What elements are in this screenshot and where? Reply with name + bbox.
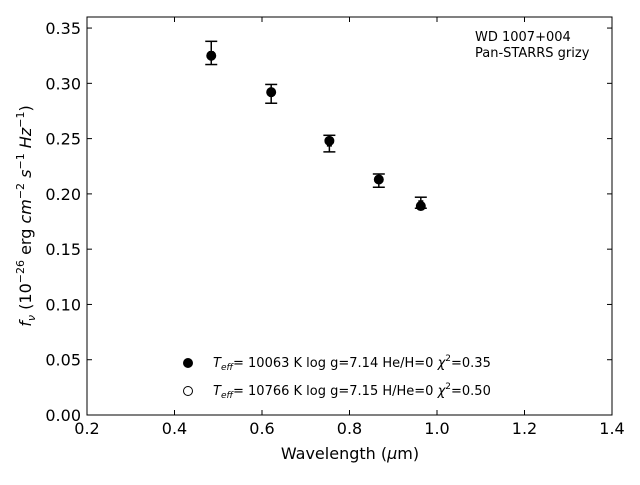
x-tick-label: 1.2 <box>512 419 537 438</box>
y-axis-label: fν (10−26 erg cm−2 s−1 Hz−1) <box>14 105 38 326</box>
plot-frame <box>86 16 613 416</box>
legend-entry-label: Teff= 10063 K log g=7.14 He/H=0 χ2=0.35 <box>213 354 491 373</box>
errorbars-layer <box>205 40 427 210</box>
model-point-filled <box>266 87 277 98</box>
x-tick-label: 1.4 <box>599 419 624 438</box>
y-tick-label: 0.10 <box>45 295 81 314</box>
y-tick-label: 0.15 <box>45 240 81 259</box>
model-point-filled <box>373 174 384 185</box>
legend-marker-open <box>183 386 193 396</box>
legend: Teff= 10063 K log g=7.14 He/H=0 χ2=0.35 T… <box>183 354 491 401</box>
x-tick-label: 0.4 <box>162 419 187 438</box>
x-tick-label: 0.8 <box>337 419 362 438</box>
ticks-layer: 0.2 0.4 0.6 0.8 1.0 1.2 1.4 0.00 0.05 0.10 0.15 0.2… <box>45 17 625 438</box>
y-tick-label: 0.05 <box>45 351 81 370</box>
y-tick-label: 0.30 <box>45 74 81 93</box>
annotation-line-1: WD 1007+004 <box>475 30 571 45</box>
y-tick-label: 0.20 <box>45 185 81 204</box>
legend-entry-label: Teff= 10766 K log g=7.15 H/He=0 χ2=0.50 <box>213 382 491 401</box>
model-point-filled <box>324 135 335 146</box>
annotation-line-2: Pan-STARRS grizy <box>475 46 590 61</box>
x-tick-label: 1.0 <box>424 419 449 438</box>
x-tick-label: 0.6 <box>249 419 274 438</box>
model-point-filled <box>415 201 426 212</box>
x-axis-label: Wavelength (μm) <box>281 444 419 463</box>
x-tick-label: 0.2 <box>74 419 99 438</box>
points-layer <box>206 50 426 212</box>
legend-marker-filled <box>183 358 193 368</box>
y-tick-label: 0.25 <box>45 130 81 149</box>
model-point-filled <box>206 50 217 61</box>
y-tick-label: 0.00 <box>45 406 81 425</box>
y-tick-label: 0.35 <box>45 19 81 38</box>
